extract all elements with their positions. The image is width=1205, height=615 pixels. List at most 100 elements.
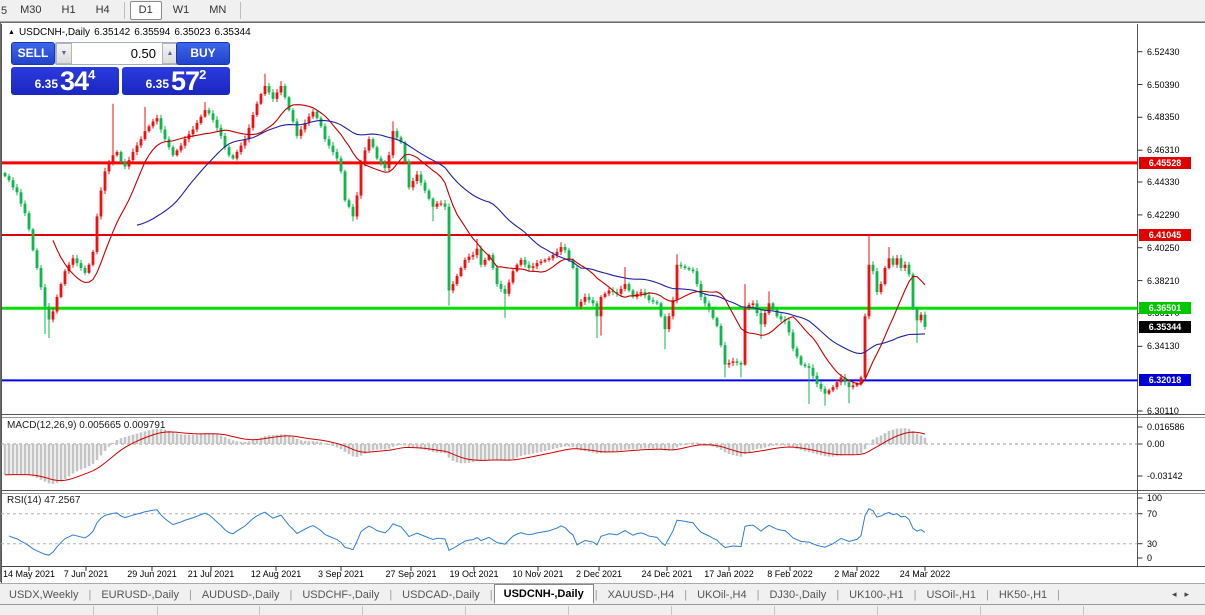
chart-symbol-period: USDCNH-,Daily: [18, 27, 91, 38]
macd-histogram-bar: [451, 444, 455, 461]
timeframe-button-m5-partial[interactable]: 5: [1, 4, 8, 17]
volume-decrease-button[interactable]: ▼: [56, 43, 72, 64]
macd-histogram-bar: [851, 444, 855, 455]
macd-histogram-bar: [631, 444, 635, 450]
macd-histogram-bar: [639, 444, 643, 449]
candle-body: [607, 290, 611, 294]
macd-histogram-bar: [887, 430, 891, 444]
macd-histogram-bar: [387, 444, 391, 449]
statusbar-divider: [157, 606, 158, 615]
macd-histogram-bar: [627, 444, 631, 450]
candle-body: [891, 258, 895, 265]
candle-body: [695, 271, 699, 285]
candle-body: [771, 303, 775, 310]
candle-body: [319, 118, 323, 127]
chart-tab-hk50-[interactable]: HK50-,H1: [998, 588, 1048, 601]
chart-tab-usoil-[interactable]: USOil-,H1: [926, 588, 976, 601]
macd-histogram-bar: [179, 434, 183, 444]
macd-histogram-bar: [575, 444, 579, 450]
macd-histogram-bar: [903, 428, 907, 444]
timeframe-button-w1[interactable]: W1: [172, 4, 190, 16]
candle-body: [567, 250, 571, 260]
candle-body: [731, 361, 735, 363]
macd-histogram-bar: [567, 444, 571, 447]
candle-body: [339, 158, 343, 172]
candle-body: [307, 116, 311, 124]
spin-down-icon: ▼: [60, 50, 68, 57]
macd-histogram-bar: [583, 444, 587, 452]
chart-tab-usdx[interactable]: USDX,Weekly: [9, 588, 79, 601]
macd-histogram-bar: [375, 444, 379, 450]
macd-histogram-bar: [767, 444, 771, 447]
macd-histogram-bar: [879, 435, 883, 444]
macd-histogram-bar: [467, 444, 471, 463]
macd-histogram-bar: [79, 444, 83, 470]
macd-histogram-bar: [127, 435, 131, 444]
candle-body: [51, 311, 55, 320]
macd-histogram-bar: [371, 444, 375, 451]
ask-price-display[interactable]: 6.35 57 2: [122, 67, 230, 95]
macd-histogram-bar: [619, 444, 623, 451]
candle-body: [807, 366, 811, 368]
macd-histogram-bar: [107, 444, 111, 447]
chart-tab-dj30-[interactable]: DJ30-,Daily: [769, 588, 827, 601]
chart-tab-usdchf-[interactable]: USDCHF-,Daily: [302, 588, 380, 601]
macd-histogram-bar: [787, 444, 791, 447]
macd-histogram-bar: [235, 441, 239, 444]
tab-scroll-right-icon[interactable]: ▸: [1184, 589, 1197, 599]
macd-histogram-bar: [883, 433, 887, 444]
candle-body: [91, 251, 95, 265]
candle-body: [95, 216, 99, 252]
chart-tab-usdcnh-[interactable]: USDCNH-,Daily: [493, 584, 594, 604]
timeframe-button-m30[interactable]: M30: [20, 4, 42, 16]
candle-body: [475, 248, 479, 256]
chart-tab-eurusd-[interactable]: EURUSD-,Daily: [101, 588, 179, 601]
buy-button[interactable]: BUY: [176, 42, 230, 65]
price-chart-canvas[interactable]: [1, 23, 1205, 583]
candle-body: [399, 137, 403, 143]
spin-up-icon: ▲: [166, 50, 174, 57]
macd-histogram-bar: [559, 444, 563, 448]
macd-histogram-bar: [195, 434, 199, 444]
candle-body: [179, 145, 183, 151]
macd-histogram-bar: [435, 444, 439, 453]
tab-separator: |: [913, 588, 917, 601]
candle-body: [555, 251, 559, 256]
collapse-arrow-icon[interactable]: ▲: [8, 29, 15, 36]
macd-histogram-bar: [363, 444, 367, 454]
candle-body: [387, 155, 391, 169]
chart-tab-uk100-[interactable]: UK100-,H1: [849, 588, 904, 601]
candle-body: [423, 182, 427, 191]
sell-button[interactable]: SELL: [11, 42, 55, 65]
candle-body: [251, 114, 255, 128]
statusbar-divider: [980, 606, 981, 615]
timeframe-button-h1[interactable]: H1: [61, 4, 76, 16]
chart-tab-xauusd-[interactable]: XAUUSD-,H4: [607, 588, 675, 601]
timeframe-button-h4[interactable]: H4: [95, 4, 110, 16]
candle-body: [427, 190, 431, 199]
candle-body: [115, 152, 119, 156]
chart-tab-ukoil-[interactable]: UKOil-,H4: [697, 588, 747, 601]
candle-body: [759, 313, 763, 325]
candle-body: [243, 139, 247, 146]
macd-histogram-bar: [539, 444, 543, 452]
candle-body: [111, 155, 115, 164]
chart-tab-audusd-[interactable]: AUDUSD-,Daily: [201, 588, 280, 601]
macd-histogram-bar: [351, 444, 355, 457]
candle-body: [439, 203, 443, 205]
candle-body: [7, 176, 11, 181]
volume-input[interactable]: 0.50: [130, 46, 156, 61]
macd-histogram-bar: [471, 444, 475, 463]
macd-histogram-bar: [747, 444, 751, 452]
macd-histogram-bar: [187, 434, 191, 444]
candle-body: [583, 296, 587, 302]
macd-histogram-bar: [479, 444, 483, 461]
macd-histogram-bar: [335, 444, 339, 448]
chart-tab-usdcad-[interactable]: USDCAD-,Daily: [402, 588, 480, 601]
candle-body: [331, 145, 335, 153]
tab-scroll-left-icon[interactable]: ◂: [1171, 589, 1185, 599]
timeframe-button-d1[interactable]: D1: [129, 1, 162, 20]
macd-histogram-bar: [511, 444, 515, 460]
bid-price-display[interactable]: 6.35 34 4: [11, 67, 119, 95]
timeframe-button-mn[interactable]: MN: [209, 4, 227, 16]
